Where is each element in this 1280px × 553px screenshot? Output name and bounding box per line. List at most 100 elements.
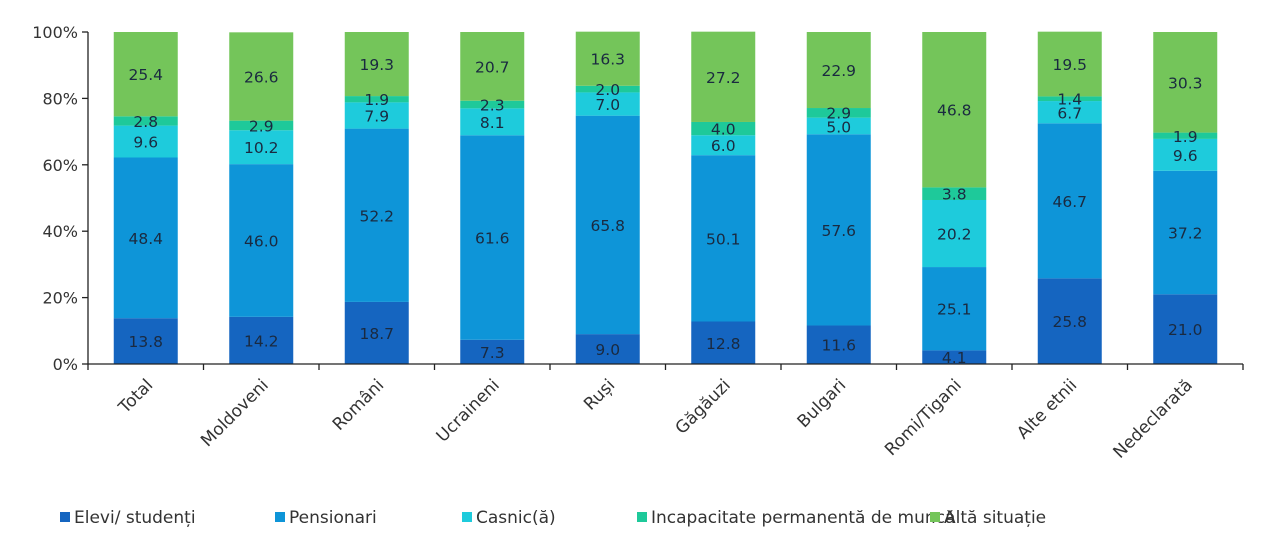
bar-segment [922,267,987,351]
data-label: 4.0 [711,121,736,139]
data-label: 25.8 [1052,313,1087,331]
bar-stack-2 [344,32,409,364]
data-label: 2.3 [480,97,505,115]
bar-segment [344,102,409,129]
bars [113,31,1218,364]
data-label: 8.1 [480,114,505,132]
y-tick-label: 100% [32,23,78,42]
legend-item: Casnic(ă) [462,508,556,528]
bar-segment [1037,123,1102,279]
x-tick-label: Găgăuzi [672,375,735,438]
bar-segment [1153,132,1218,139]
bar-segment [691,321,756,364]
bar-segment [113,116,178,126]
data-label: 9.6 [133,134,158,152]
bar-segment [113,32,178,117]
data-label: 2.9 [249,117,274,135]
bar-stack-1 [229,32,294,364]
bar-segment [1153,294,1218,364]
bar-segment [691,135,756,156]
bar-segment [575,31,640,86]
data-label: 13.8 [128,333,163,351]
bar-segment [1037,101,1102,124]
y-tick-label: 20% [42,289,78,308]
data-label: 4.1 [942,349,967,367]
x-tick-label: Nedeclarată [1110,375,1197,462]
bar-stack-0 [113,32,178,364]
data-label: 50.1 [706,230,741,248]
bar-segment [575,115,640,335]
bar-segment [922,199,987,268]
data-label: 7.0 [595,96,620,114]
bar-segment [691,155,756,322]
data-label: 7.9 [364,107,389,125]
legend-swatch [637,512,647,522]
legend-label: Altă situație [944,508,1046,528]
data-label: 6.7 [1057,104,1082,122]
bar-segment [575,334,640,364]
bar-segment [806,32,871,109]
x-axis: Total Moldoveni Români Ucraineni Ruși Găgăuzi… [87,363,1244,463]
bar-segment [1037,96,1102,102]
bar-segment [575,92,640,116]
bar-segment [806,108,871,118]
data-label: 1.9 [1173,128,1198,146]
bar-stack-6 [806,32,871,364]
data-label: 37.2 [1168,225,1203,243]
bar-stack-9 [1153,32,1218,364]
data-label: 26.6 [244,68,279,86]
bar-segment [344,128,409,302]
bar-segment [229,130,294,165]
data-label: 65.8 [590,217,625,235]
bar-segment [1153,32,1218,133]
data-label: 6.0 [711,137,736,155]
bar-stack-4 [575,31,640,364]
bar-segment [113,318,178,364]
bar-segment [344,96,409,103]
bar-stack-5 [691,31,756,364]
legend-swatch [930,512,940,522]
data-label: 52.2 [359,207,394,225]
data-label: 25.4 [128,66,163,84]
data-label: 48.4 [128,230,163,248]
data-label: 27.2 [706,69,741,87]
legend-item: Elevi/ studenți [60,508,196,528]
data-label: 7.3 [480,344,505,362]
data-label: 2.0 [595,81,620,99]
legend-label: Elevi/ studenți [74,508,196,528]
bar-segment [691,121,756,136]
legend-swatch [60,512,70,522]
data-label: 30.3 [1168,74,1203,92]
x-tick-label: Total [114,375,157,418]
data-label: 9.6 [1173,147,1198,165]
data-label: 2.8 [133,113,158,131]
bar-segment [806,117,871,135]
y-tick-label: 40% [42,222,78,241]
bar-segment [460,32,525,101]
data-label: 5.0 [826,118,851,136]
data-label: 2.9 [826,104,851,122]
bar-segment [922,187,987,200]
data-label: 19.5 [1052,56,1087,74]
legend: Elevi/ studenți Pensionari Casnic(ă) Incapa… [60,508,1046,528]
data-label: 16.3 [590,51,625,69]
x-tick-label: Ucraineni [433,375,504,446]
y-tick-label: 80% [42,89,78,108]
x-tick-label: Români [329,375,388,434]
data-label: 46.8 [937,102,972,120]
x-tick-label: Ruși [580,375,619,414]
legend-swatch [275,512,285,522]
data-label: 3.8 [942,186,967,204]
bar-segment [229,120,294,131]
bar-segment [1037,278,1102,364]
data-label: 19.3 [359,56,394,74]
legend-label: Incapacitate permanentă de muncă [651,508,955,528]
bar-segment [229,316,294,364]
y-tick-label: 60% [42,156,78,175]
bar-segment [460,339,525,364]
bar-segment [806,134,871,326]
data-label: 25.1 [937,301,972,319]
x-tick-label: Alte etnii [1013,375,1081,443]
bar-stack-7 [922,32,987,364]
